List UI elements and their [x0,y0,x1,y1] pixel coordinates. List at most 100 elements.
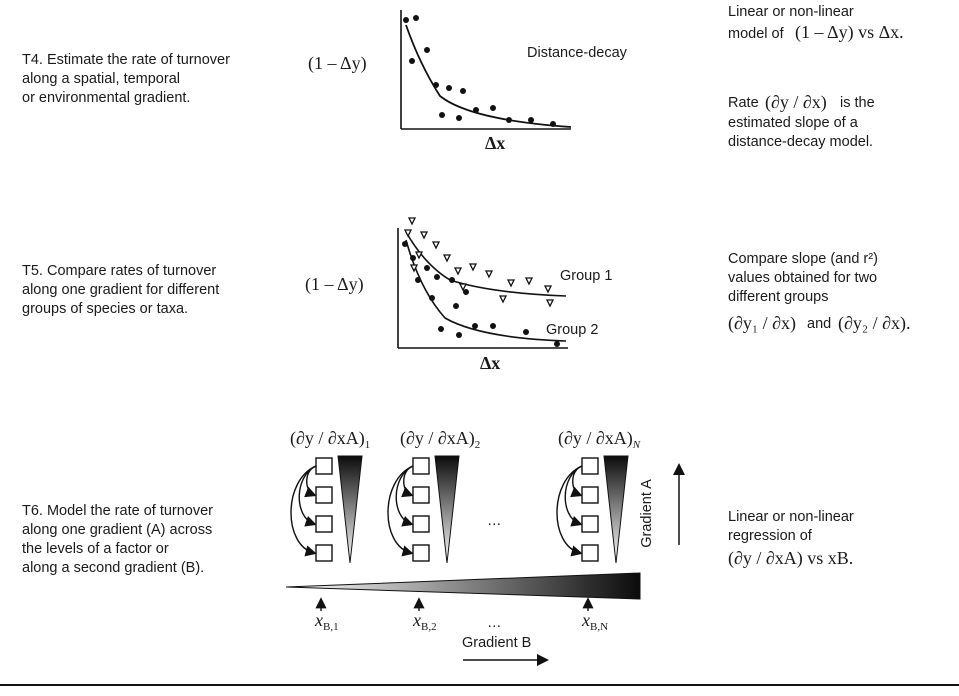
t6-box [581,457,599,475]
t4-desc-rate-tail: is the [840,95,875,111]
t6-box [412,486,430,504]
bottom-rule [0,684,959,686]
t6-desc-expr: (∂y / ∂xA) vs xB. [728,548,854,568]
t4-point [490,105,496,111]
t5-group1-point [524,277,534,286]
gradient-b-label: Gradient B [462,635,532,651]
t4-x-axis-label: Δx [485,133,506,153]
t4-y-axis-label: (1 – Δy) [308,53,367,73]
t5-group2-point [523,329,529,335]
t4-point [403,17,409,23]
t5-group2-point [554,341,560,347]
t5-group1-curve [405,231,567,297]
t6-gradient-triangle [434,455,460,564]
t6-slope-label-2: (∂y / ∂xA)2 [400,428,480,451]
t4-task-text: T4. Estimate the rate of turnover along … [22,52,230,106]
t6-desc-main: Linear or non-linear regression of [728,509,854,544]
t6-slope-label-2-main: (∂y / ∂xA) [400,428,475,448]
t6-box [315,544,333,562]
t5-group1-point [498,295,508,304]
t6-slope-label-2-sub: 2 [474,439,481,451]
t6-slope-label-n-sub: N [632,439,641,451]
t5-group1-point [545,299,555,308]
t6-slope-label-n-main: (∂y / ∂xA) [558,428,633,448]
t4-point [409,58,415,64]
xb-label-n-sub: B,N [590,621,609,633]
t5-group1-point [431,241,441,250]
t6-ellipsis-mid: … [487,513,502,529]
t5-group1-point [458,283,468,292]
t6-arrow [387,465,414,557]
t5-group1-point [543,285,553,294]
t5-group2-point [434,274,440,280]
t5-task-text: T5. Compare rates of turnover along one … [22,263,220,317]
t6-ellipsis-bottom: … [487,615,502,631]
t5-group2-point [456,332,462,338]
t5-group2-point [463,289,469,295]
t4-desc-expr: (1 – Δy) vs Δx. [795,22,904,42]
t4-point [446,85,452,91]
t6-box [581,544,599,562]
t5-group2-point [472,323,478,329]
t5-x-axis-label: Δx [480,353,501,373]
xb-label-n: xB,N [582,610,608,633]
t4-point [460,88,466,94]
t5-group2-point [410,255,416,261]
t4-desc-rate-word: Rate [728,95,759,111]
t6-box [412,544,430,562]
t6-box [315,457,333,475]
t5-group1-label: Group 1 [560,268,613,284]
t6-box [412,457,430,475]
xb-label-2-sub: B,2 [421,621,437,633]
t4-desc-line4: estimated slope of a distance-decay mode… [728,115,874,150]
t6-task-text: T6. Model the rate of turnover along one… [22,503,214,576]
t6-box [581,486,599,504]
t4-curve-label: Distance-decay [527,45,627,61]
t5-group2-point [453,303,459,309]
t5-group2-label: Group 2 [546,322,599,338]
t6-box [412,515,430,533]
t4-decay-curve [405,24,572,128]
t5-group2-points [402,241,560,347]
t5-group2-point [429,295,435,301]
t6-arrow [556,465,583,557]
t4-point [550,121,556,127]
t5-group2-point [424,265,430,271]
t6-box [315,515,333,533]
t6-slope-label-n: (∂y / ∂xA)N [558,428,640,451]
t4-desc-rate-expr: (∂y / ∂x) [765,92,827,112]
t5-desc-main: Compare slope (and r²) values obtained f… [728,251,878,305]
xb-label-2-main: x [413,610,421,630]
t5-group1-point [506,279,516,288]
t6-box [315,486,333,504]
t5-group2-point [438,326,444,332]
t5-desc-expr2: (∂y₂ / ∂x). [838,313,911,333]
xb-label-1: xB,1 [315,610,339,633]
t4-point [506,117,512,123]
t6-group-2 [387,455,460,564]
t4-points [403,15,556,127]
t5-desc-expr1: (∂y₁ / ∂x) [728,313,797,333]
t5-group1-point [468,263,478,272]
t5-group1-point [484,270,494,279]
t6-group-n [556,455,629,564]
t5-plot [397,217,568,349]
t4-point [439,112,445,118]
t5-group1-points [403,217,555,308]
t4-point [433,82,439,88]
t5-group1-point [442,254,452,263]
t6-arrow [290,465,317,557]
t5-group1-point [453,267,463,276]
t4-point [424,47,430,53]
t5-group2-point [415,277,421,283]
t5-group1-point [403,229,413,238]
t5-group2-point [402,241,408,247]
t5-group2-curve [405,239,567,342]
t4-point [413,15,419,21]
t5-desc-and: and [807,316,832,332]
t6-slope-label-1-sub: 1 [364,439,371,451]
t5-group1-point [419,231,429,240]
t5-group1-point [409,264,419,273]
t5-group2-point [490,323,496,329]
